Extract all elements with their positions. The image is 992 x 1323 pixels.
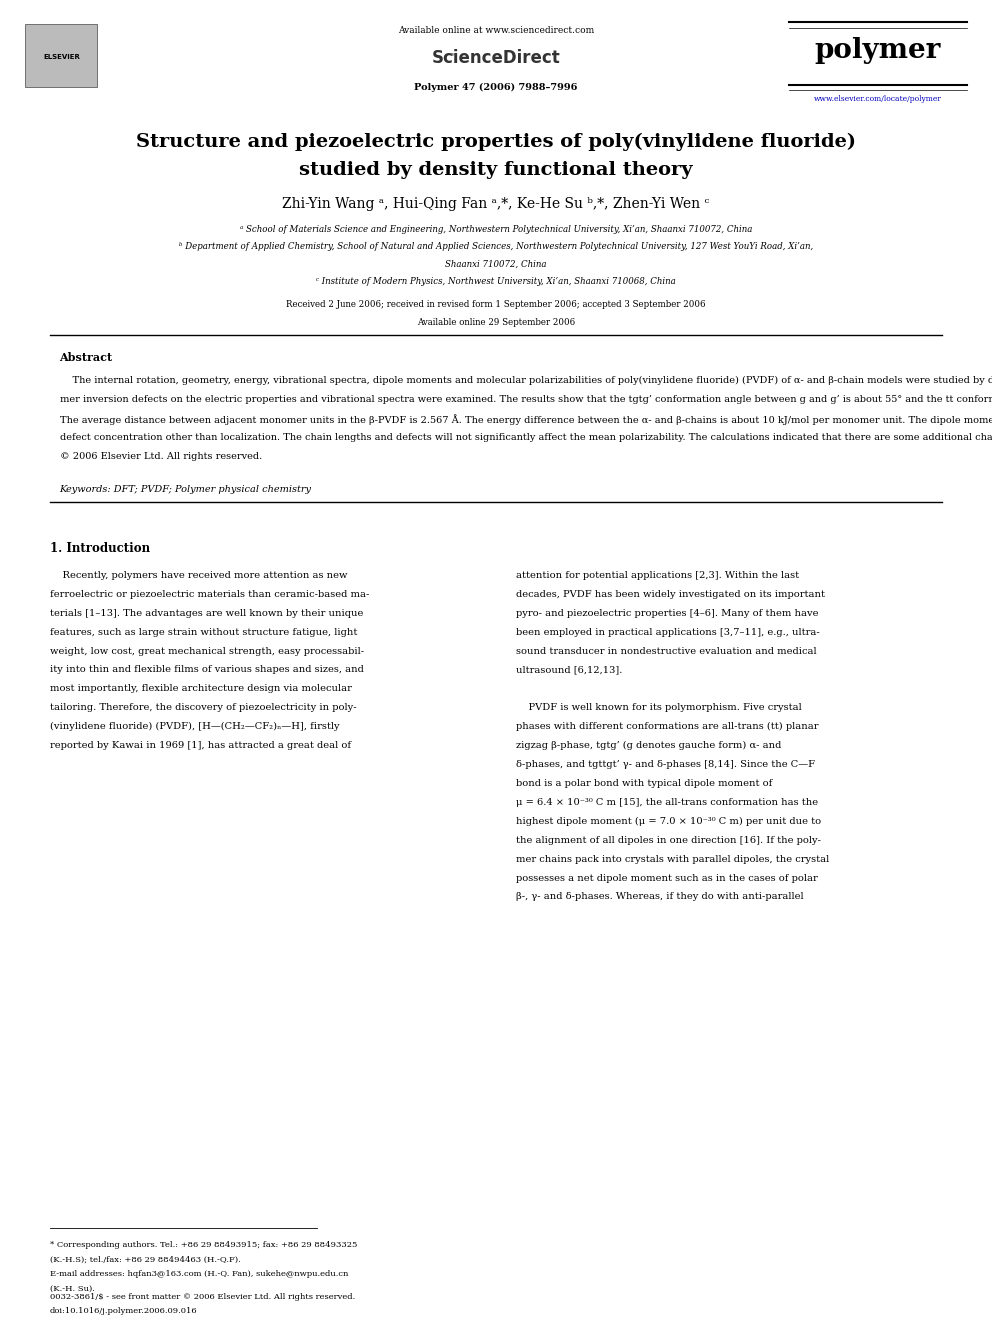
Text: (vinylidene fluoride) (PVDF), [H—(CH₂—CF₂)ₙ—H], firstly: (vinylidene fluoride) (PVDF), [H—(CH₂—CF…: [50, 722, 339, 732]
Text: (K.-H.S); tel./fax: +86 29 88494463 (H.-Q.F).: (K.-H.S); tel./fax: +86 29 88494463 (H.-…: [50, 1256, 240, 1263]
Bar: [25, 24, 97, 87]
Text: ELSEVIER: ELSEVIER: [43, 54, 80, 60]
Text: possesses a net dipole moment such as in the cases of polar: possesses a net dipole moment such as in…: [516, 873, 817, 882]
Text: ᶜ Institute of Modern Physics, Northwest University, Xi’an, Shaanxi 710068, Chin: ᶜ Institute of Modern Physics, Northwest…: [316, 277, 676, 286]
Text: ferroelectric or piezoelectric materials than ceramic-based ma-: ferroelectric or piezoelectric materials…: [50, 590, 369, 599]
Text: ᵃ School of Materials Science and Engineering, Northwestern Polytechnical Univer: ᵃ School of Materials Science and Engine…: [240, 225, 752, 234]
Text: Shaanxi 710072, China: Shaanxi 710072, China: [445, 259, 547, 269]
Text: www.elsevier.com/locate/polymer: www.elsevier.com/locate/polymer: [814, 95, 941, 103]
Text: 0032-3861/$ - see front matter © 2006 Elsevier Ltd. All rights reserved.: 0032-3861/$ - see front matter © 2006 El…: [50, 1293, 355, 1301]
Text: μ = 6.4 × 10⁻³⁰ C m [15], the all-trans conformation has the: μ = 6.4 × 10⁻³⁰ C m [15], the all-trans …: [516, 798, 818, 807]
Text: Structure and piezoelectric properties of poly(vinylidene fluoride): Structure and piezoelectric properties o…: [136, 132, 856, 151]
Text: β-, γ- and δ-phases. Whereas, if they do with anti-parallel: β-, γ- and δ-phases. Whereas, if they do…: [516, 893, 804, 901]
Text: PVDF is well known for its polymorphism. Five crystal: PVDF is well known for its polymorphism.…: [516, 704, 802, 712]
Text: reported by Kawai in 1969 [1], has attracted a great deal of: reported by Kawai in 1969 [1], has attra…: [50, 741, 351, 750]
Text: Available online 29 September 2006: Available online 29 September 2006: [417, 318, 575, 327]
Text: * Corresponding authors. Tel.: +86 29 88493915; fax: +86 29 88493325: * Corresponding authors. Tel.: +86 29 88…: [50, 1241, 357, 1249]
Text: mer inversion defects on the electric properties and vibrational spectra were ex: mer inversion defects on the electric pr…: [60, 396, 992, 404]
Text: terials [1–13]. The advantages are well known by their unique: terials [1–13]. The advantages are well …: [50, 609, 363, 618]
Text: Zhi-Yin Wang ᵃ, Hui-Qing Fan ᵃ,*, Ke-He Su ᵇ,*, Zhen-Yi Wen ᶜ: Zhi-Yin Wang ᵃ, Hui-Qing Fan ᵃ,*, Ke-He …: [283, 197, 709, 212]
Text: attention for potential applications [2,3]. Within the last: attention for potential applications [2,…: [516, 572, 799, 579]
Text: defect concentration other than localization. The chain lengths and defects will: defect concentration other than localiza…: [60, 434, 992, 442]
Text: features, such as large strain without structure fatigue, light: features, such as large strain without s…: [50, 627, 357, 636]
Text: polymer: polymer: [814, 37, 941, 64]
Text: Available online at www.sciencedirect.com: Available online at www.sciencedirect.co…: [398, 26, 594, 36]
Text: E-mail addresses: hqfan3@163.com (H.-Q. Fan), sukehe@nwpu.edu.cn: E-mail addresses: hqfan3@163.com (H.-Q. …: [50, 1270, 348, 1278]
Text: Polymer 47 (2006) 7988–7996: Polymer 47 (2006) 7988–7996: [415, 83, 577, 93]
Text: (K.-H. Su).: (K.-H. Su).: [50, 1285, 94, 1293]
Text: ScienceDirect: ScienceDirect: [432, 49, 560, 67]
Text: highest dipole moment (μ = 7.0 × 10⁻³⁰ C m) per unit due to: highest dipole moment (μ = 7.0 × 10⁻³⁰ C…: [516, 816, 821, 826]
Text: tailoring. Therefore, the discovery of piezoelectricity in poly-: tailoring. Therefore, the discovery of p…: [50, 704, 356, 712]
Text: studied by density functional theory: studied by density functional theory: [300, 161, 692, 180]
Text: phases with different conformations are all-trans (tt) planar: phases with different conformations are …: [516, 722, 818, 732]
Text: ᵇ Department of Applied Chemistry, School of Natural and Applied Sciences, North: ᵇ Department of Applied Chemistry, Schoo…: [179, 242, 813, 251]
Text: The internal rotation, geometry, energy, vibrational spectra, dipole moments and: The internal rotation, geometry, energy,…: [60, 376, 992, 385]
Text: mer chains pack into crystals with parallel dipoles, the crystal: mer chains pack into crystals with paral…: [516, 855, 829, 864]
Text: Abstract: Abstract: [60, 352, 113, 363]
Text: weight, low cost, great mechanical strength, easy processabil-: weight, low cost, great mechanical stren…: [50, 647, 364, 656]
Text: bond is a polar bond with typical dipole moment of: bond is a polar bond with typical dipole…: [516, 779, 772, 789]
Text: Recently, polymers have received more attention as new: Recently, polymers have received more at…: [50, 572, 347, 579]
Text: doi:10.1016/j.polymer.2006.09.016: doi:10.1016/j.polymer.2006.09.016: [50, 1307, 197, 1315]
Text: ultrasound [6,12,13].: ultrasound [6,12,13].: [516, 665, 622, 675]
Text: zigzag β-phase, tgtg’ (g denotes gauche form) α- and: zigzag β-phase, tgtg’ (g denotes gauche …: [516, 741, 782, 750]
Text: δ-phases, and tgttgt’ γ- and δ-phases [8,14]. Since the C—F: δ-phases, and tgttgt’ γ- and δ-phases [8…: [516, 761, 814, 769]
Text: sound transducer in nondestructive evaluation and medical: sound transducer in nondestructive evalu…: [516, 647, 816, 656]
Text: © 2006 Elsevier Ltd. All rights reserved.: © 2006 Elsevier Ltd. All rights reserved…: [60, 452, 262, 462]
Text: Keywords: DFT; PVDF; Polymer physical chemistry: Keywords: DFT; PVDF; Polymer physical ch…: [60, 486, 311, 493]
Text: decades, PVDF has been widely investigated on its important: decades, PVDF has been widely investigat…: [516, 590, 824, 599]
Text: Received 2 June 2006; received in revised form 1 September 2006; accepted 3 Sept: Received 2 June 2006; received in revise…: [287, 300, 705, 310]
Text: the alignment of all dipoles in one direction [16]. If the poly-: the alignment of all dipoles in one dire…: [516, 836, 820, 845]
Text: ity into thin and flexible films of various shapes and sizes, and: ity into thin and flexible films of vari…: [50, 665, 363, 675]
Text: pyro- and piezoelectric properties [4–6]. Many of them have: pyro- and piezoelectric properties [4–6]…: [516, 609, 818, 618]
Text: 1. Introduction: 1. Introduction: [50, 542, 150, 554]
Text: most importantly, flexible architecture design via molecular: most importantly, flexible architecture …: [50, 684, 351, 693]
Text: The average distance between adjacent monomer units in the β-PVDF is 2.567 Å. Th: The average distance between adjacent mo…: [60, 414, 992, 425]
Text: •: •: [448, 50, 454, 61]
Text: been employed in practical applications [3,7–11], e.g., ultra-: been employed in practical applications …: [516, 627, 819, 636]
